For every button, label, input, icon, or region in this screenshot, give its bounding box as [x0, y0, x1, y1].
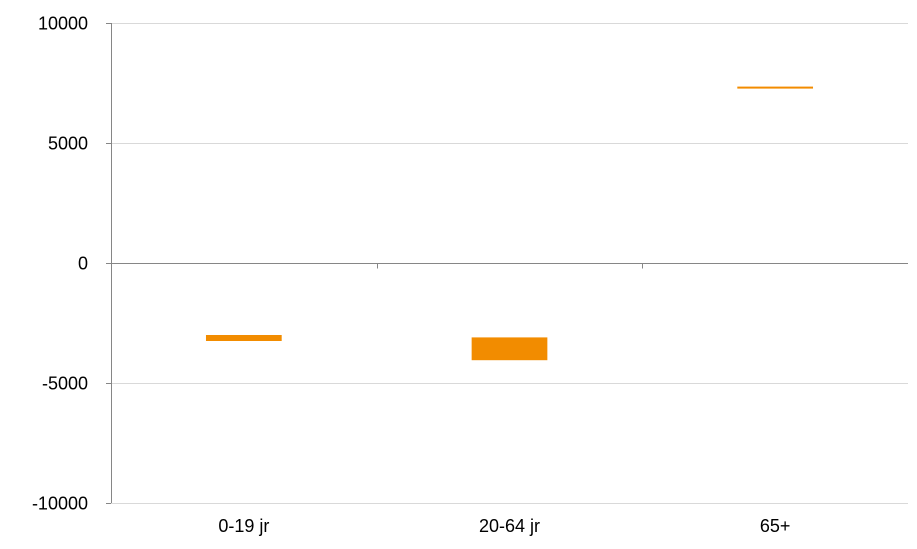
x-tick-labels: 0-19 jr 20-64 jr 65+: [218, 516, 790, 536]
y-tick-label: -5000: [42, 374, 88, 394]
y-tick-label: 5000: [48, 134, 88, 154]
bars: [205, 86, 814, 361]
gridlines: [111, 23, 908, 504]
x-category-label: 20-64 jr: [479, 516, 540, 536]
x-category-label: 65+: [760, 516, 791, 536]
y-tick-labels: 10000 5000 0 -5000 -10000: [32, 14, 88, 514]
x-category-label: 0-19 jr: [218, 516, 269, 536]
bar-65plus: [737, 86, 814, 89]
x-axis: [111, 263, 908, 269]
y-tick-label: 0: [78, 254, 88, 274]
bar-0-19-jr: [205, 335, 282, 341]
y-tick-label: 10000: [38, 14, 88, 34]
y-tick-label: -10000: [32, 494, 88, 514]
y-axis: [106, 23, 112, 504]
bar-20-64-jr: [471, 337, 548, 361]
